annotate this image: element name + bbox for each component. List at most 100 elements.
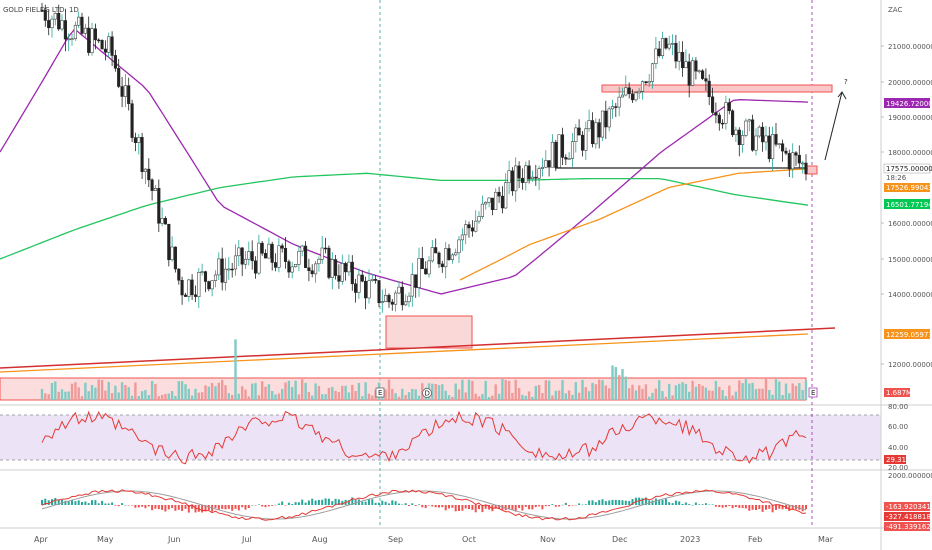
macd-hist-bar xyxy=(448,505,450,509)
volume-bar xyxy=(461,379,464,400)
volume-bar xyxy=(501,379,504,400)
macd-hist-bar xyxy=(771,505,774,513)
candle-body xyxy=(691,60,695,86)
volume-bar xyxy=(474,393,477,400)
svg-text:-491.3391620: -491.3391620 xyxy=(886,523,932,531)
ma_mid-line xyxy=(0,28,809,295)
trend-line[interactable] xyxy=(0,327,836,369)
candle-body xyxy=(744,120,748,136)
macd-hist-bar xyxy=(327,498,330,505)
macd-hist-bar xyxy=(461,505,464,511)
macd-hist-bar xyxy=(221,505,224,509)
volume-bar xyxy=(347,392,351,400)
macd-hist-bar xyxy=(251,505,254,506)
volume-bar xyxy=(361,396,364,400)
macd-hist-bar xyxy=(291,504,294,505)
volume-bar xyxy=(44,393,47,400)
x-tick-label: Apr xyxy=(34,535,49,544)
volume-bar xyxy=(744,379,748,400)
volume-bar xyxy=(110,393,114,400)
macd-hist-bar xyxy=(81,502,83,505)
candle-body xyxy=(500,195,504,209)
event-marker-earnings-2[interactable]: E xyxy=(808,387,818,398)
macd-hist-bar xyxy=(267,505,270,507)
candle-body xyxy=(344,263,348,273)
volume-bar xyxy=(317,385,321,400)
candle-body xyxy=(217,258,221,276)
macd-hist-bar xyxy=(144,505,147,509)
candle-body xyxy=(357,274,361,293)
volume-bar xyxy=(557,390,561,400)
candle-body xyxy=(801,162,805,165)
macd-hist-bar xyxy=(628,501,631,505)
macd-hist-bar xyxy=(434,505,437,508)
resistance-zone[interactable] xyxy=(601,84,833,93)
candle-body xyxy=(300,245,304,252)
event-marker-dividend[interactable]: D xyxy=(422,388,432,398)
event-marker-earnings[interactable]: E xyxy=(375,387,385,398)
volume-bar xyxy=(331,386,334,400)
candle-body xyxy=(330,259,334,278)
support-zone[interactable] xyxy=(385,315,473,349)
macd-hist-bar xyxy=(41,499,43,505)
candle-body xyxy=(704,78,708,82)
candle-body xyxy=(614,106,618,108)
volume-bar xyxy=(514,379,517,400)
forecast-arrow[interactable] xyxy=(824,91,843,161)
volume-bar xyxy=(200,392,204,400)
volume-bar xyxy=(364,382,367,400)
macd-indicator xyxy=(41,489,807,521)
volume-bar xyxy=(761,388,764,400)
volume-bar xyxy=(781,395,784,400)
volume-bar xyxy=(654,388,658,400)
candle-body xyxy=(67,38,71,41)
volume-bar xyxy=(134,382,137,400)
candle-body xyxy=(170,246,174,261)
candle-body xyxy=(257,242,261,274)
candle-body xyxy=(747,119,751,122)
price-tick: 19000.0000000 xyxy=(888,114,932,122)
candle-body xyxy=(694,60,698,72)
candle-body xyxy=(243,258,248,265)
candle-body xyxy=(714,112,718,116)
candle-body xyxy=(283,248,288,262)
candle-body xyxy=(143,168,147,172)
macd-hist-bar xyxy=(644,497,647,505)
macd-hist-bar xyxy=(261,505,264,507)
price-axis[interactable]: 21000.0000000 20000.0000000 19000.0000000 1… xyxy=(881,43,932,369)
macd-hist-bar xyxy=(347,500,350,505)
candle-body xyxy=(270,243,274,263)
svg-text:-163.9203417: -163.9203417 xyxy=(886,503,932,511)
volume-bar xyxy=(144,390,147,400)
volume-bar xyxy=(314,383,317,400)
macd-hist-bar xyxy=(341,500,344,505)
volume-bar xyxy=(344,385,347,400)
candle-body xyxy=(754,135,758,151)
volume-bar xyxy=(147,395,150,400)
volume-bar xyxy=(401,388,404,400)
macd-hist-bar xyxy=(614,499,617,505)
time-axis[interactable]: Apr May Jun Jul Aug Sep Oct Nov Dec 2023 Feb Mar xyxy=(34,535,834,544)
volume-bar xyxy=(414,389,417,400)
volume-bar xyxy=(264,386,267,400)
volume-bar xyxy=(54,381,57,400)
macd-hist-bar xyxy=(331,501,334,505)
candle-body xyxy=(167,223,171,261)
candle-body xyxy=(253,260,258,274)
candle-body xyxy=(203,271,208,282)
macd-hist-bar xyxy=(321,499,324,505)
volume-bar xyxy=(451,396,454,400)
volume-bar xyxy=(120,382,124,400)
macd-hist-bar xyxy=(464,505,467,509)
candle-body xyxy=(640,81,645,92)
macd-hist-bar xyxy=(591,500,594,505)
candle-body xyxy=(667,43,671,49)
volume-bar xyxy=(788,393,791,400)
candle-body xyxy=(97,39,101,42)
volume-bar xyxy=(351,384,354,400)
volume-bar xyxy=(454,383,457,400)
volume-bar xyxy=(598,379,601,400)
volume-bar xyxy=(527,391,531,400)
macd-hist-bar xyxy=(518,505,521,509)
